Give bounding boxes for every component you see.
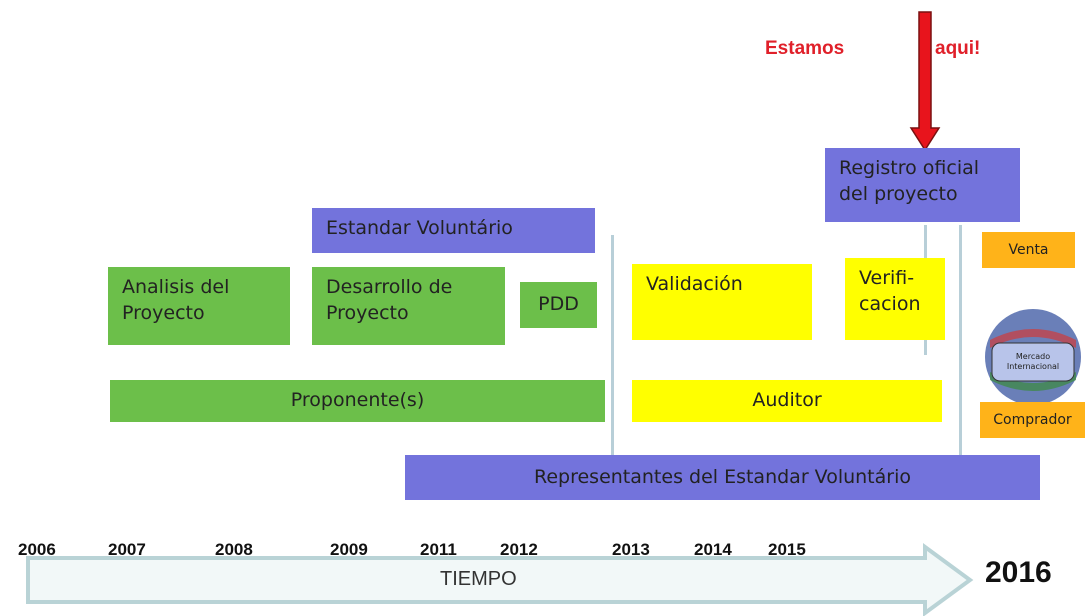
text-line: Validación <box>646 272 798 298</box>
box-text: Verifi-cacion <box>859 266 931 317</box>
box: Verifi-cacion <box>845 258 945 340</box>
box: Proponente(s) <box>110 380 605 422</box>
text-line: Proponente(s) <box>291 388 424 414</box>
text-line: del proyecto <box>839 182 1006 208</box>
year: 2009 <box>330 540 368 560</box>
page: {"annotation": {"left": "Estamos", "righ… <box>0 0 1091 616</box>
year: 2011 <box>420 540 457 560</box>
box-text: Estandar Voluntário <box>326 216 581 242</box>
box: Estandar Voluntário <box>312 208 595 253</box>
box: PDD <box>520 282 597 328</box>
text-line: Verifi- <box>859 266 931 292</box>
text-line: Desarrollo de <box>326 275 491 301</box>
text-line: Venta <box>1008 241 1048 260</box>
final-year: 2016 <box>985 556 1052 590</box>
text-line: Proyecto <box>122 301 276 327</box>
text-line: Representantes del Estandar Voluntário <box>534 465 911 491</box>
text-line: Estandar Voluntário <box>326 216 581 242</box>
box: Representantes del Estandar Voluntário <box>405 455 1040 500</box>
text-line: Auditor <box>752 388 821 414</box>
text-line: Registro oficial <box>839 156 1006 182</box>
box: Venta <box>982 232 1075 268</box>
box-text: Validación <box>646 272 798 298</box>
year: 2012 <box>500 540 538 560</box>
text-line: Mercado <box>1007 352 1059 362</box>
box-text: Comprador <box>993 411 1071 430</box>
divider <box>959 225 962 457</box>
year: 2006 <box>18 540 56 560</box>
year: 2007 <box>108 540 146 560</box>
timeline-label: TIEMPO <box>440 568 517 591</box>
text-line: PDD <box>538 292 579 318</box>
divider <box>611 235 614 457</box>
text-line: cacion <box>859 292 931 318</box>
box: Auditor <box>632 380 942 422</box>
box-text: PDD <box>538 292 579 318</box>
text-line: Comprador <box>993 411 1071 430</box>
box: Comprador <box>980 402 1085 438</box>
year: 2008 <box>215 540 253 560</box>
box-text: Proponente(s) <box>291 388 424 414</box>
box: Validación <box>632 264 812 340</box>
text-line: Internacional <box>1007 362 1059 372</box>
year: 2014 <box>694 540 732 560</box>
here-arrow <box>911 12 939 150</box>
box-text: Venta <box>1008 241 1048 260</box>
text-line: Analisis del <box>122 275 276 301</box>
year: 2015 <box>768 540 806 560</box>
year: 2013 <box>612 540 650 560</box>
box-text: Auditor <box>752 388 821 414</box>
box-text: Representantes del Estandar Voluntário <box>534 465 911 491</box>
text-line: Proyecto <box>326 301 491 327</box>
